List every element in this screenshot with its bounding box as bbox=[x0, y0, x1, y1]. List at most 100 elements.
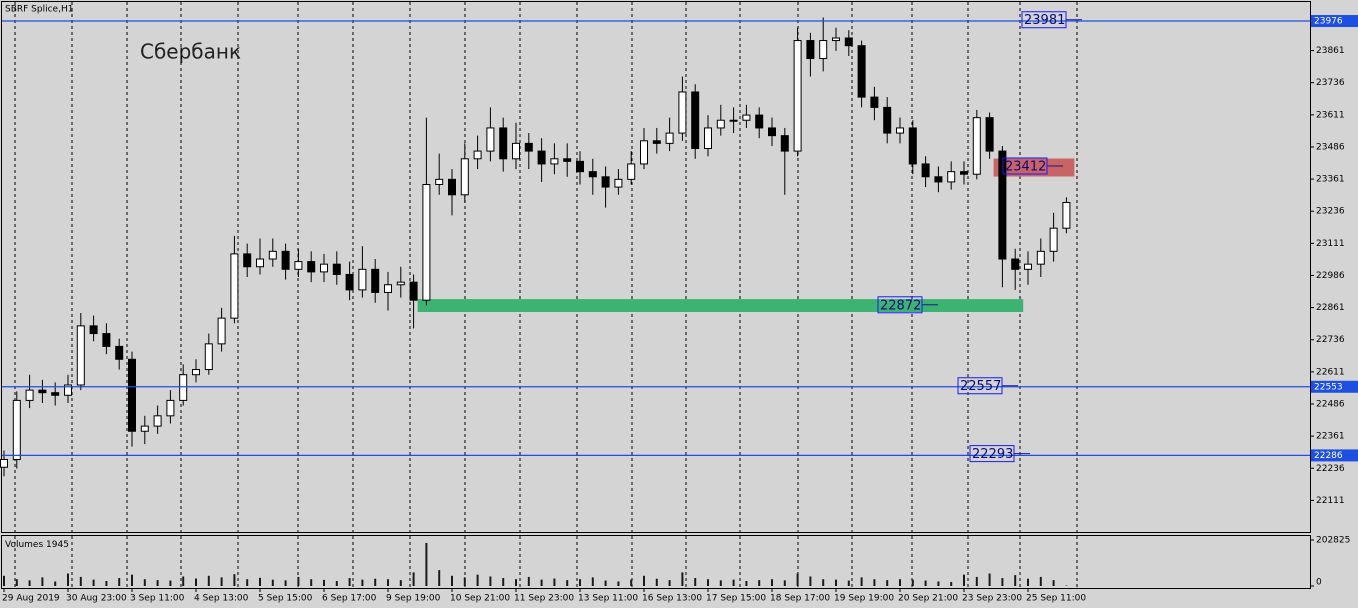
candle-body bbox=[268, 250, 277, 260]
y-tick-label: 22736 bbox=[1316, 335, 1345, 345]
x-tick-label: 5 Sep 15:00 bbox=[258, 594, 313, 604]
tag-box bbox=[1002, 157, 1048, 175]
candle-body bbox=[780, 135, 789, 152]
volume-tick-label: 202825 bbox=[1316, 536, 1350, 546]
candle-body bbox=[51, 392, 60, 396]
candle-body bbox=[832, 37, 840, 42]
x-tick-label: 10 Sep 21:00 bbox=[450, 594, 510, 604]
candle-body bbox=[256, 258, 264, 268]
candle-body bbox=[409, 281, 418, 301]
zone bbox=[993, 158, 1075, 177]
y-tick-label: 23736 bbox=[1316, 78, 1345, 88]
candle-body bbox=[102, 333, 111, 347]
candle-body bbox=[345, 273, 354, 291]
y-tick-label: 22361 bbox=[1316, 432, 1345, 442]
candle-body bbox=[192, 369, 200, 376]
candle-body bbox=[294, 261, 303, 270]
y-tick-label: 23611 bbox=[1316, 110, 1345, 120]
candle-body bbox=[281, 250, 290, 270]
axis-level-label: 22286 bbox=[1314, 451, 1343, 461]
candle-body bbox=[972, 117, 981, 175]
candle-body bbox=[563, 158, 572, 162]
volume-tick-label: 0 bbox=[1316, 578, 1322, 588]
y-tick-label: 22611 bbox=[1316, 367, 1345, 377]
candle-body bbox=[678, 91, 687, 134]
candle-body bbox=[819, 40, 828, 60]
candle-body bbox=[38, 389, 47, 394]
y-tick-label: 23486 bbox=[1316, 142, 1345, 152]
x-tick-label: 13 Sep 11:00 bbox=[578, 594, 638, 604]
y-tick-label: 22486 bbox=[1316, 399, 1345, 409]
x-tick-label: 9 Sep 19:00 bbox=[386, 594, 441, 604]
candle-body bbox=[1011, 258, 1020, 270]
candle-body bbox=[896, 127, 904, 134]
y-tick-label: 23236 bbox=[1316, 207, 1345, 217]
candle-body bbox=[422, 183, 431, 301]
y-tick-label: 22111 bbox=[1316, 496, 1345, 506]
x-tick-label: 25 Sep 11:00 bbox=[1026, 594, 1086, 604]
volume-pane-frame bbox=[1, 535, 1311, 589]
x-tick-label: 30 Aug 23:00 bbox=[66, 594, 127, 604]
candle-body bbox=[537, 150, 546, 165]
candle-body bbox=[1036, 250, 1045, 265]
candle-body bbox=[89, 325, 98, 335]
candle-body bbox=[806, 40, 815, 60]
y-tick-label: 22236 bbox=[1316, 464, 1345, 474]
candle-body bbox=[76, 325, 85, 386]
candle-body bbox=[883, 106, 892, 134]
candle-body bbox=[691, 91, 700, 150]
candle-body bbox=[870, 96, 879, 108]
x-tick-label: 4 Sep 13:00 bbox=[194, 594, 249, 604]
candle-body bbox=[614, 178, 623, 188]
axis-level-box bbox=[1311, 15, 1358, 28]
tag-label: 22557 bbox=[960, 379, 1001, 394]
chart-title: SBRF Splice,H1 bbox=[5, 5, 73, 15]
axis-level-box bbox=[1311, 380, 1358, 393]
tag-label: 22293 bbox=[972, 447, 1013, 462]
candle-body bbox=[460, 158, 469, 196]
candle-body bbox=[960, 171, 968, 175]
candle-body bbox=[332, 263, 341, 275]
candle-body bbox=[921, 163, 930, 178]
volume-title: Volumes 1945 bbox=[5, 540, 69, 550]
candle-body bbox=[844, 37, 853, 47]
annotation: Сбербанк bbox=[140, 40, 241, 64]
candle-body bbox=[1049, 227, 1058, 252]
candle-body bbox=[204, 343, 213, 371]
candle-body bbox=[512, 142, 520, 160]
x-tick-label: 16 Sep 13:00 bbox=[642, 594, 702, 604]
tag-box bbox=[1021, 11, 1067, 29]
candle-body bbox=[768, 127, 776, 137]
candle-body bbox=[128, 358, 136, 432]
tag-box bbox=[969, 445, 1015, 463]
x-tick-label: 11 Sep 23:00 bbox=[514, 594, 574, 604]
y-tick-label: 23111 bbox=[1316, 239, 1345, 249]
candle-body bbox=[729, 119, 738, 122]
candle-body bbox=[793, 40, 802, 152]
tag-label: 23412 bbox=[1005, 159, 1046, 174]
candle-body bbox=[179, 374, 188, 401]
candle-body bbox=[0, 459, 8, 468]
candle-body bbox=[64, 384, 72, 396]
candle-body bbox=[153, 415, 162, 427]
candle-body bbox=[601, 176, 610, 188]
candle-body bbox=[627, 163, 636, 180]
candle-body bbox=[384, 284, 392, 293]
candle-body bbox=[371, 268, 380, 293]
candle-body bbox=[115, 345, 124, 360]
y-tick-label: 23861 bbox=[1316, 46, 1345, 56]
candle-body bbox=[140, 425, 149, 432]
axis-level-box bbox=[1311, 449, 1358, 462]
zone bbox=[417, 299, 1024, 312]
candle-body bbox=[25, 389, 34, 401]
x-tick-label: 19 Sep 19:00 bbox=[834, 594, 894, 604]
candle-body bbox=[486, 127, 495, 152]
y-tick-label: 22986 bbox=[1316, 271, 1345, 281]
candle-body bbox=[524, 142, 533, 152]
tag-box bbox=[957, 377, 1003, 395]
x-tick-label: 6 Sep 17:00 bbox=[322, 594, 377, 604]
candle-body bbox=[665, 132, 674, 144]
axis-level-label: 22553 bbox=[1314, 382, 1343, 392]
